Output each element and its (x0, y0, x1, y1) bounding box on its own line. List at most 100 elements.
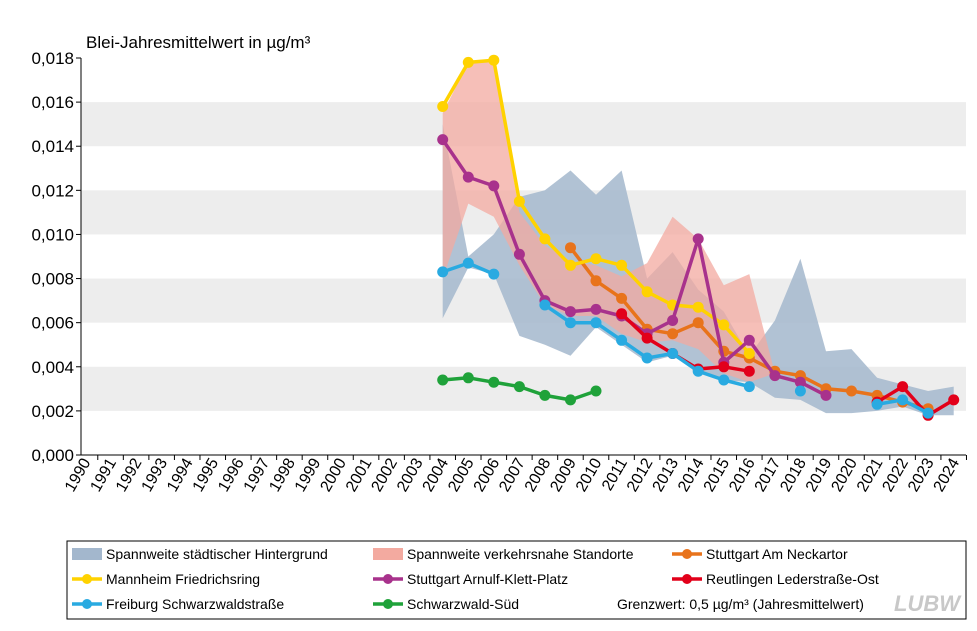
legend-label-spannweite-verkehrsnahe-standorte: Spannweite verkehrsnahe Standorte (407, 546, 634, 562)
x-tick-label: 2014 (675, 455, 708, 494)
legend-label-reutlingen-lederstra-e-ost: Reutlingen Lederstraße-Ost (706, 571, 879, 587)
data-point (667, 315, 679, 326)
lubw-logo: LUBW (894, 591, 962, 616)
legend-label-mannheim-friedrichsring: Mannheim Friedrichsring (106, 571, 260, 587)
x-tick-label: 2002 (369, 455, 402, 494)
data-point (590, 303, 602, 315)
data-point (743, 381, 755, 393)
x-tick-label: 2023 (905, 455, 938, 494)
series-line (875, 384, 956, 418)
data-point (488, 180, 500, 192)
data-point (794, 376, 806, 388)
data-point (846, 385, 857, 397)
data-point (718, 374, 730, 386)
data-point (488, 268, 500, 280)
x-tick-label: 1996 (215, 455, 248, 494)
x-tick-label: 2016 (726, 455, 759, 494)
legend-swatch-spannweite-verkehrsnahe-standorte (373, 548, 403, 560)
data-point (616, 292, 628, 304)
data-point (692, 365, 704, 377)
data-point (590, 385, 602, 397)
data-point (590, 275, 602, 287)
data-point (641, 286, 653, 298)
legend-box (66, 540, 967, 620)
x-tick-label: 1997 (241, 455, 274, 494)
data-point (948, 394, 960, 406)
data-point (897, 394, 909, 406)
x-tick-label: 2008 (522, 455, 555, 494)
y-tick-label: 0,008 (31, 270, 74, 289)
y-tick-label: 0,012 (31, 181, 74, 200)
y-tick-label: 0,000 (31, 446, 74, 465)
data-point (565, 317, 576, 329)
band-urban-background (442, 124, 954, 416)
legend-label-schwarzwald-s-d: Schwarzwald-Süd (407, 596, 519, 612)
legend: Spannweite städtischer Hintergrund Spannw… (66, 540, 967, 620)
x-tick-label: 2007 (496, 455, 529, 494)
x-axis-ticks: 1990199119921993199419951996199719981999… (62, 455, 963, 494)
data-point (565, 242, 576, 254)
data-point (794, 385, 806, 397)
legend-label-stuttgart-am-neckartor: Stuttgart Am Neckartor (706, 546, 848, 562)
legend-marker-mannheim-friedrichsring (82, 574, 92, 584)
data-point (616, 308, 628, 320)
series-schwarzwald-s-d (437, 372, 602, 406)
band-traffic-sites (442, 62, 775, 383)
axes (76, 57, 967, 460)
x-tick-label: 2010 (573, 455, 606, 494)
data-point (513, 381, 525, 393)
x-tick-label: 2005 (445, 455, 478, 494)
y-tick-label: 0,018 (31, 49, 74, 68)
y-axis-ticks: 0,000 0,002 0,004 0,006 0,008 0,010 0,012 0,014… (31, 49, 74, 465)
data-point (590, 253, 602, 265)
data-series (437, 54, 960, 421)
y-tick-label: 0,010 (31, 225, 74, 244)
data-point (437, 266, 449, 278)
data-point (641, 352, 653, 364)
x-tick-label: 2001 (343, 455, 376, 494)
legend-marker-stuttgart-am-neckartor (682, 549, 692, 559)
data-point (565, 259, 576, 271)
x-tick-label: 2018 (777, 455, 810, 494)
data-point (539, 389, 551, 401)
x-tick-label: 2022 (880, 455, 913, 494)
y-tick-label: 0,016 (31, 93, 74, 112)
legend-label-spannweite-st-dtischer-hintergrund: Spannweite städtischer Hintergrund (106, 546, 328, 562)
data-point (565, 306, 576, 318)
data-point (462, 257, 474, 269)
data-point (539, 233, 551, 245)
chart-title: Blei-Jahresmittelwert in µg/m³ (86, 33, 311, 52)
data-point (488, 376, 500, 388)
data-point (692, 233, 704, 245)
data-point (743, 365, 755, 377)
legend-marker-reutlingen-lederstra-e-ost (682, 574, 692, 584)
legend-note-limit-value: Grenzwert: 0,5 µg/m³ (Jahresmittelwert) (617, 596, 864, 612)
x-tick-label: 1991 (87, 455, 120, 494)
data-point (718, 319, 730, 331)
y-tick-label: 0,004 (31, 358, 74, 377)
x-tick-label: 2012 (624, 455, 657, 494)
x-tick-label: 2024 (931, 455, 964, 494)
data-point (513, 248, 525, 260)
x-tick-label: 1998 (266, 455, 299, 494)
x-tick-label: 2003 (394, 455, 427, 494)
data-point (437, 374, 449, 386)
x-tick-label: 1992 (113, 455, 146, 494)
y-tick-label: 0,002 (31, 402, 74, 421)
legend-marker-stuttgart-arnulf-klett-platz (383, 574, 393, 584)
legend-marker-freiburg-schwarzwaldstra-e (82, 599, 92, 609)
data-point (667, 328, 679, 340)
legend-label-stuttgart-arnulf-klett-platz: Stuttgart Arnulf-Klett-Platz (407, 571, 568, 587)
data-point (692, 301, 704, 313)
data-point (513, 195, 525, 207)
data-point (922, 407, 934, 419)
series-freiburg-schwarzwaldstra-e (437, 257, 934, 419)
x-tick-label: 1994 (164, 455, 197, 494)
x-tick-label: 2009 (547, 455, 580, 494)
data-point (616, 334, 628, 346)
data-point (462, 56, 474, 68)
x-tick-label: 1999 (292, 455, 325, 494)
data-point (718, 361, 730, 373)
data-point (488, 54, 500, 66)
